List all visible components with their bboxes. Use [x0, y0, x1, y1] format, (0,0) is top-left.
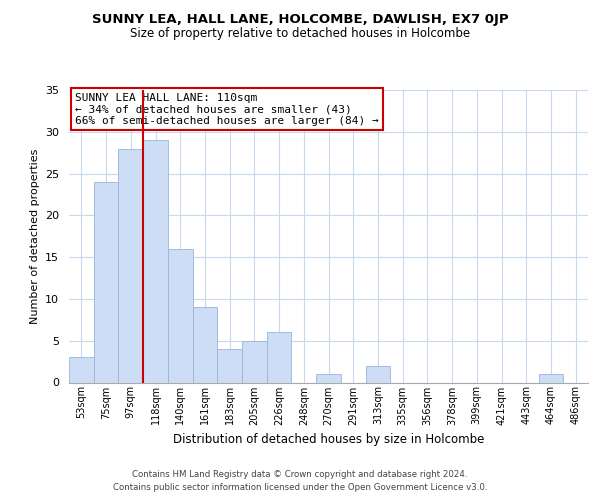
- Text: Size of property relative to detached houses in Holcombe: Size of property relative to detached ho…: [130, 28, 470, 40]
- Text: SUNNY LEA, HALL LANE, HOLCOMBE, DAWLISH, EX7 0JP: SUNNY LEA, HALL LANE, HOLCOMBE, DAWLISH,…: [92, 12, 508, 26]
- Bar: [143, 140, 168, 382]
- X-axis label: Distribution of detached houses by size in Holcombe: Distribution of detached houses by size …: [173, 433, 484, 446]
- Bar: [217, 349, 242, 382]
- Bar: [316, 374, 341, 382]
- Text: Contains HM Land Registry data © Crown copyright and database right 2024.: Contains HM Land Registry data © Crown c…: [132, 470, 468, 479]
- Bar: [193, 308, 217, 382]
- Bar: [539, 374, 563, 382]
- Text: SUNNY LEA HALL LANE: 110sqm
← 34% of detached houses are smaller (43)
66% of sem: SUNNY LEA HALL LANE: 110sqm ← 34% of det…: [75, 92, 379, 126]
- Bar: [94, 182, 118, 382]
- Y-axis label: Number of detached properties: Number of detached properties: [29, 148, 40, 324]
- Bar: [365, 366, 390, 382]
- Bar: [168, 249, 193, 382]
- Bar: [242, 340, 267, 382]
- Bar: [267, 332, 292, 382]
- Bar: [69, 358, 94, 382]
- Bar: [118, 148, 143, 382]
- Text: Contains public sector information licensed under the Open Government Licence v3: Contains public sector information licen…: [113, 484, 487, 492]
